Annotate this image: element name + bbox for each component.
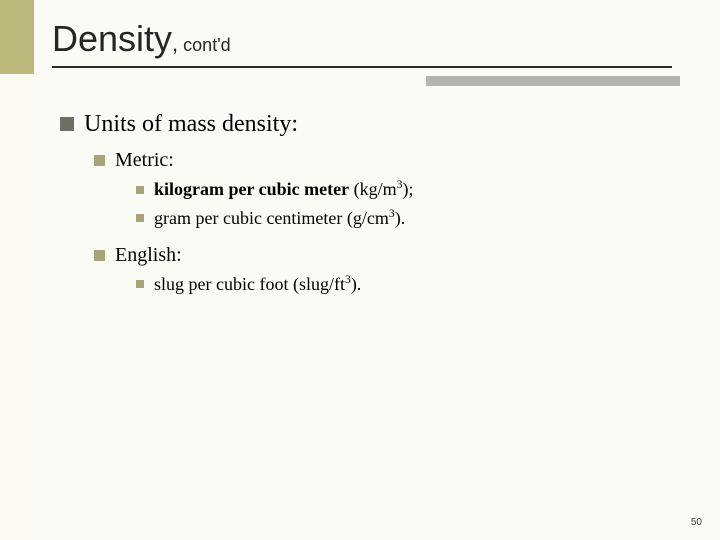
slide: Density, cont'd Units of mass density: M…: [0, 0, 720, 540]
title-block: Density, cont'd: [52, 18, 672, 68]
square-bullet-icon: [94, 155, 105, 166]
metric-item2-post: ).: [395, 208, 406, 228]
title-shadow: [426, 76, 680, 86]
title-main: Density: [52, 18, 172, 59]
left-accent-bar: [0, 0, 34, 540]
left-accent-olive: [0, 0, 34, 74]
bullet-l3-metric-2: gram per cubic centimeter (g/cm3).: [136, 206, 660, 228]
title-sub: cont'd: [178, 35, 230, 55]
metric-item1: kilogram per cubic meter (kg/m3);: [154, 179, 413, 199]
square-bullet-icon: [136, 186, 144, 194]
metric-item2-pre: gram per cubic centimeter (g/cm: [154, 208, 389, 228]
square-bullet-icon: [94, 250, 105, 261]
bullet-l3-english-1: slug per cubic foot (slug/ft3).: [136, 273, 660, 295]
bullet-l2-metric: Metric:: [94, 148, 660, 172]
english-item1: slug per cubic foot (slug/ft3).: [154, 274, 361, 294]
square-bullet-icon: [136, 214, 144, 222]
left-accent-rest: [0, 74, 34, 540]
content-body: Units of mass density: Metric: kilogram …: [60, 110, 660, 299]
bullet-l2-english: English:: [94, 243, 660, 267]
english-label: English:: [115, 244, 182, 266]
bullet-l3-metric-1: kilogram per cubic meter (kg/m3);: [136, 178, 660, 200]
l1-text: Units of mass density:: [84, 111, 298, 137]
page-number: 50: [691, 517, 702, 528]
square-bullet-icon: [60, 117, 74, 131]
metric-item2: gram per cubic centimeter (g/cm3).: [154, 208, 405, 228]
metric-item1-pre: (kg/m: [349, 179, 397, 199]
english-item1-pre: slug per cubic foot (slug/ft: [154, 274, 345, 294]
english-item1-post: ).: [351, 274, 362, 294]
metric-label: Metric:: [115, 149, 174, 171]
bullet-l1: Units of mass density:: [60, 110, 660, 138]
square-bullet-icon: [136, 280, 144, 288]
metric-item1-post: );: [402, 179, 413, 199]
metric-item1-bold: kilogram per cubic meter: [154, 179, 349, 199]
